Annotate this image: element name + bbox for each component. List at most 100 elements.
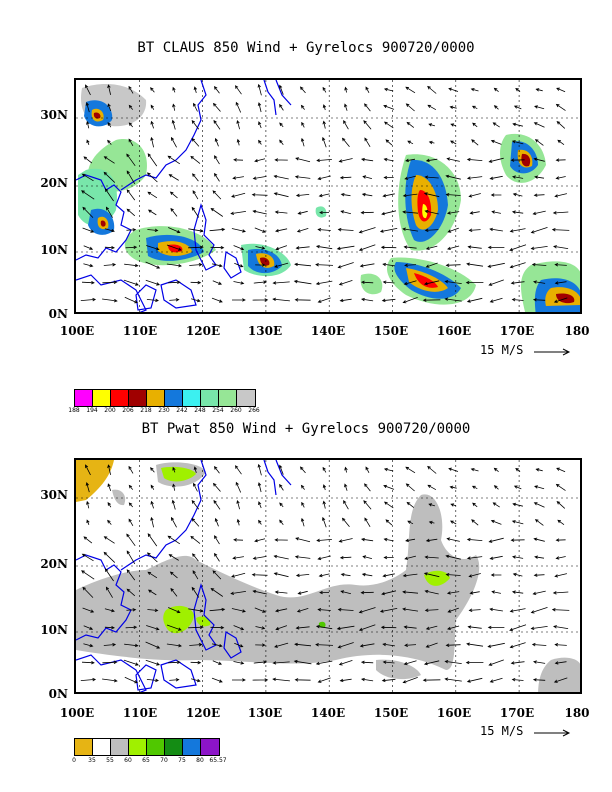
map-panel-pwat (74, 458, 582, 694)
wind-vector (446, 537, 460, 542)
wind-vector (447, 245, 460, 250)
wind-vector (510, 281, 525, 285)
wind-vector (272, 677, 290, 682)
wind-vector (383, 555, 394, 560)
wind-vector (513, 105, 522, 110)
wind-vector (300, 517, 305, 527)
wind-vector (532, 210, 546, 216)
wind-vector (444, 280, 462, 284)
wind-vector (85, 482, 90, 493)
wind-vector (449, 485, 457, 490)
wind-vector (530, 607, 548, 614)
wind-vector (365, 86, 370, 93)
wind-vector (534, 485, 545, 490)
wind-vector (145, 279, 161, 286)
colorbar-tick-label: 55 (106, 757, 114, 764)
wind-vector (236, 119, 240, 130)
wind-vector (147, 589, 157, 596)
wind-vector (295, 626, 310, 630)
colorbar-tick-label: 75 (178, 757, 186, 764)
wind-vector (427, 465, 437, 474)
wind-vector (234, 465, 242, 475)
wind-vector (83, 156, 93, 164)
wind-vector (383, 467, 394, 472)
wind-vector (340, 210, 352, 215)
wind-vector (279, 464, 284, 475)
wind-vector (425, 642, 438, 648)
wind-vector (511, 210, 524, 214)
wind-vector (533, 157, 545, 162)
p1-lon-120e: 120E (185, 324, 221, 338)
wind-vector (233, 625, 245, 631)
wind-vector (469, 591, 480, 595)
wind-vector (491, 590, 501, 594)
wind-vector (107, 483, 112, 492)
wind-vector (272, 281, 290, 285)
wind-vector (190, 155, 201, 164)
p2-lon-120e: 120E (185, 706, 221, 720)
wind-vector (362, 555, 372, 559)
wind-vector (300, 484, 305, 490)
wind-vector (509, 642, 526, 649)
wind-vector (337, 642, 354, 649)
wind-vector (512, 572, 523, 577)
wind-vector (252, 209, 267, 215)
wind-vector (469, 211, 480, 215)
wind-vector (190, 535, 201, 544)
wind-vector (102, 678, 118, 683)
claus-gridlines (76, 80, 580, 312)
wind-vector (492, 502, 500, 508)
colorbar-swatch (75, 739, 93, 755)
wind-vector (275, 245, 288, 251)
wind-vector (406, 121, 415, 128)
wind-vector (105, 206, 113, 218)
wind-vector (236, 138, 241, 146)
wind-vector (126, 228, 137, 232)
map-panel-claus (74, 78, 582, 314)
p2-lon-150e: 150E (373, 706, 409, 720)
wind-vector (301, 501, 305, 508)
wind-vector (317, 555, 331, 561)
wind-vector (554, 193, 567, 198)
wind-vector (166, 643, 182, 648)
wind-vector (236, 499, 240, 510)
colorbar-swatch (75, 390, 93, 406)
wind-vector (511, 140, 524, 145)
wind-vector (382, 642, 395, 647)
wind-vector (340, 573, 351, 577)
p1-lon-180: 180 (564, 324, 590, 338)
wind-vector (338, 660, 353, 666)
wind-vector (80, 677, 97, 682)
wind-vector (147, 191, 158, 199)
wind-vector (533, 280, 546, 284)
wind-vector (534, 105, 545, 110)
wind-vector (489, 555, 503, 560)
wind-vector (83, 263, 94, 268)
wind-vector (470, 88, 479, 92)
wind-vector (551, 608, 570, 612)
wind-vector (557, 139, 565, 146)
wind-vector (322, 104, 327, 111)
wind-vector (554, 281, 567, 285)
wind-vector (86, 519, 90, 525)
wind-vector (188, 625, 204, 630)
wind-vector (214, 172, 220, 182)
wind-vector (533, 193, 545, 197)
wind-vector (190, 660, 202, 665)
wind-vector (145, 261, 161, 269)
wind-vector (86, 120, 90, 129)
colorbar-swatch (147, 739, 165, 755)
wind-vector (300, 137, 305, 147)
wind-vector (385, 519, 393, 526)
wind-vector (468, 573, 481, 578)
wind-vector (258, 139, 262, 145)
wind-vector (212, 263, 223, 268)
wind-vector (231, 192, 246, 198)
wind-vector (126, 208, 136, 217)
wind-vector (210, 625, 225, 630)
wind-vector (128, 484, 134, 490)
wind-vector (279, 519, 284, 526)
wind-vector (169, 678, 180, 682)
wind-vector (447, 625, 460, 630)
wind-vector (214, 155, 220, 165)
